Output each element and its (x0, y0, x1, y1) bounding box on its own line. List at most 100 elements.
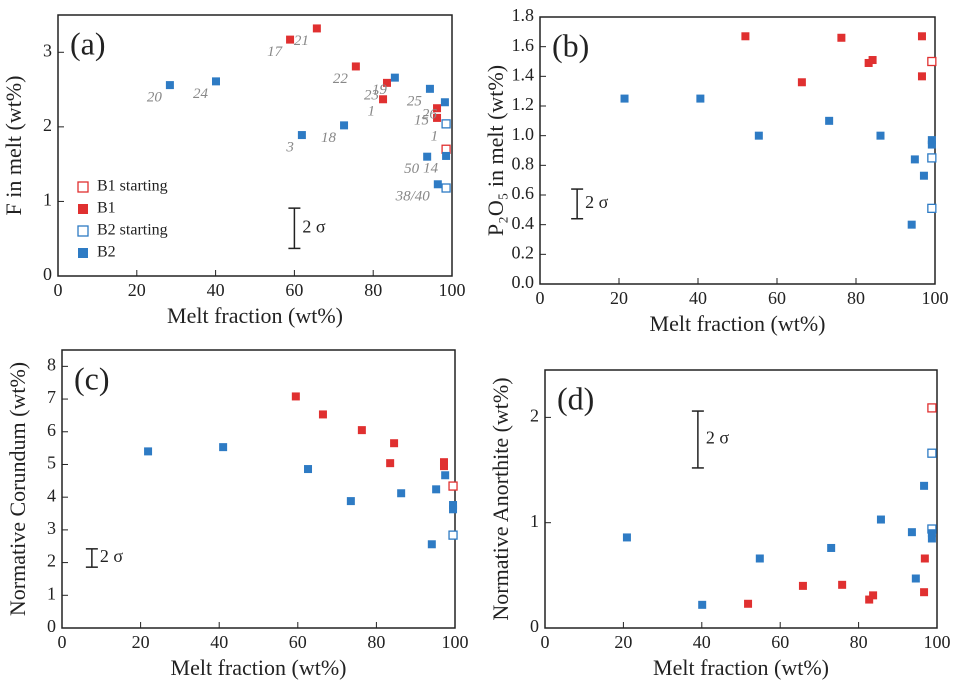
data-point (423, 152, 432, 161)
data-point (741, 32, 750, 41)
error-bar-label: 2 σ (585, 192, 609, 212)
point-label: 1 (431, 128, 439, 144)
x-tick-label: 40 (689, 288, 707, 308)
panel: 0 20 40 60 80 100 0 1 2 3 4 5 6 7 8 Melt fraction (wt%)… (5, 349, 469, 680)
data-point (432, 485, 441, 494)
point-label: 14 (423, 160, 439, 176)
y-tick-label: 1.2 (512, 94, 535, 114)
y-tick-label: 2 (530, 406, 539, 426)
data-point (219, 443, 228, 452)
data-point (425, 84, 434, 93)
data-point (838, 580, 847, 589)
x-tick-label: 60 (768, 288, 786, 308)
data-point (211, 77, 220, 86)
x-tick-label: 80 (364, 280, 382, 300)
y-tick-label: 7 (47, 387, 56, 407)
data-point (927, 529, 936, 538)
x-tick-label: 40 (207, 280, 225, 300)
x-tick-label: 0 (536, 288, 545, 308)
y-tick-label: 3 (47, 518, 56, 538)
point-label: 25 (407, 93, 423, 109)
y-tick-label: 6 (47, 420, 56, 440)
y-axis-label: F in melt (wt%) (1, 76, 26, 216)
x-tick-label: 0 (58, 632, 67, 652)
data-point (386, 459, 395, 468)
data-point (379, 95, 388, 104)
data-point (917, 72, 926, 81)
y-tick-label: 1 (43, 190, 52, 210)
point-label: 22 (333, 71, 349, 87)
error-bar-label: 2 σ (100, 546, 124, 566)
y-tick-label: 0.8 (512, 153, 535, 173)
data-point (441, 119, 451, 129)
point-label: 20 (147, 90, 163, 106)
point-label: 1 (368, 104, 376, 120)
panel-label: (d) (557, 380, 594, 416)
legend-label: B1 starting (97, 178, 168, 195)
data-point (297, 131, 306, 140)
data-point (876, 515, 885, 524)
x-tick-label: 80 (850, 632, 868, 652)
data-point (927, 136, 936, 145)
x-tick-label: 20 (614, 632, 632, 652)
plot-frame (539, 16, 936, 285)
point-label: 15 (414, 113, 430, 129)
y-tick-label: 0 (530, 616, 539, 636)
y-tick-label: 0.6 (512, 183, 535, 203)
data-point (827, 543, 836, 552)
error-bar-label: 2 σ (302, 216, 326, 236)
legend-label: B1 (97, 200, 116, 217)
y-tick-label: 1.4 (512, 64, 535, 84)
x-tick-label: 20 (128, 280, 146, 300)
point-label: 19 (372, 82, 388, 98)
x-tick-label: 100 (924, 632, 951, 652)
data-point (165, 81, 174, 90)
data-point (433, 180, 442, 189)
point-label: 24 (193, 86, 209, 102)
data-point (927, 56, 937, 67)
y-tick-label: 1.0 (512, 124, 535, 144)
data-point (917, 32, 926, 41)
data-point (868, 56, 877, 65)
panel-label: (a) (70, 25, 106, 61)
data-point (440, 98, 449, 107)
x-tick-label: 100 (442, 632, 469, 652)
error-bar-label: 2 σ (706, 428, 730, 448)
y-tick-label: 1 (47, 583, 56, 603)
data-point (449, 505, 458, 514)
data-point (390, 439, 399, 448)
legend-label: B2 starting (97, 222, 168, 239)
x-tick-label: 40 (693, 632, 711, 652)
data-point (346, 497, 355, 506)
data-point (439, 462, 448, 471)
data-point (441, 471, 450, 480)
legend-marker (78, 248, 88, 258)
data-point (351, 62, 360, 71)
y-tick-label: 0.0 (512, 272, 535, 292)
data-point (448, 530, 458, 540)
data-point (427, 540, 436, 549)
x-tick-label: 80 (367, 632, 385, 652)
panel-label: (b) (552, 27, 589, 63)
data-point (798, 581, 807, 590)
data-point (910, 155, 919, 164)
data-point (620, 94, 629, 103)
data-point (448, 481, 458, 491)
data-point (357, 426, 366, 435)
x-tick-label: 80 (847, 288, 865, 308)
data-point (441, 183, 451, 193)
point-label: 38/40 (395, 189, 431, 205)
data-point (442, 151, 451, 160)
data-point (755, 554, 764, 563)
y-tick-label: 2 (43, 115, 52, 135)
y-tick-label: 0.2 (512, 242, 535, 262)
data-point (696, 94, 705, 103)
panel: 0 20 40 60 80 100 0 1 2 Melt fraction (wt%) Normat… (488, 369, 951, 680)
data-point (390, 73, 399, 82)
point-label: 23 (364, 87, 379, 103)
data-point (911, 574, 920, 583)
x-axis-label: Melt fraction (wt%) (653, 655, 829, 680)
data-point (927, 403, 937, 413)
